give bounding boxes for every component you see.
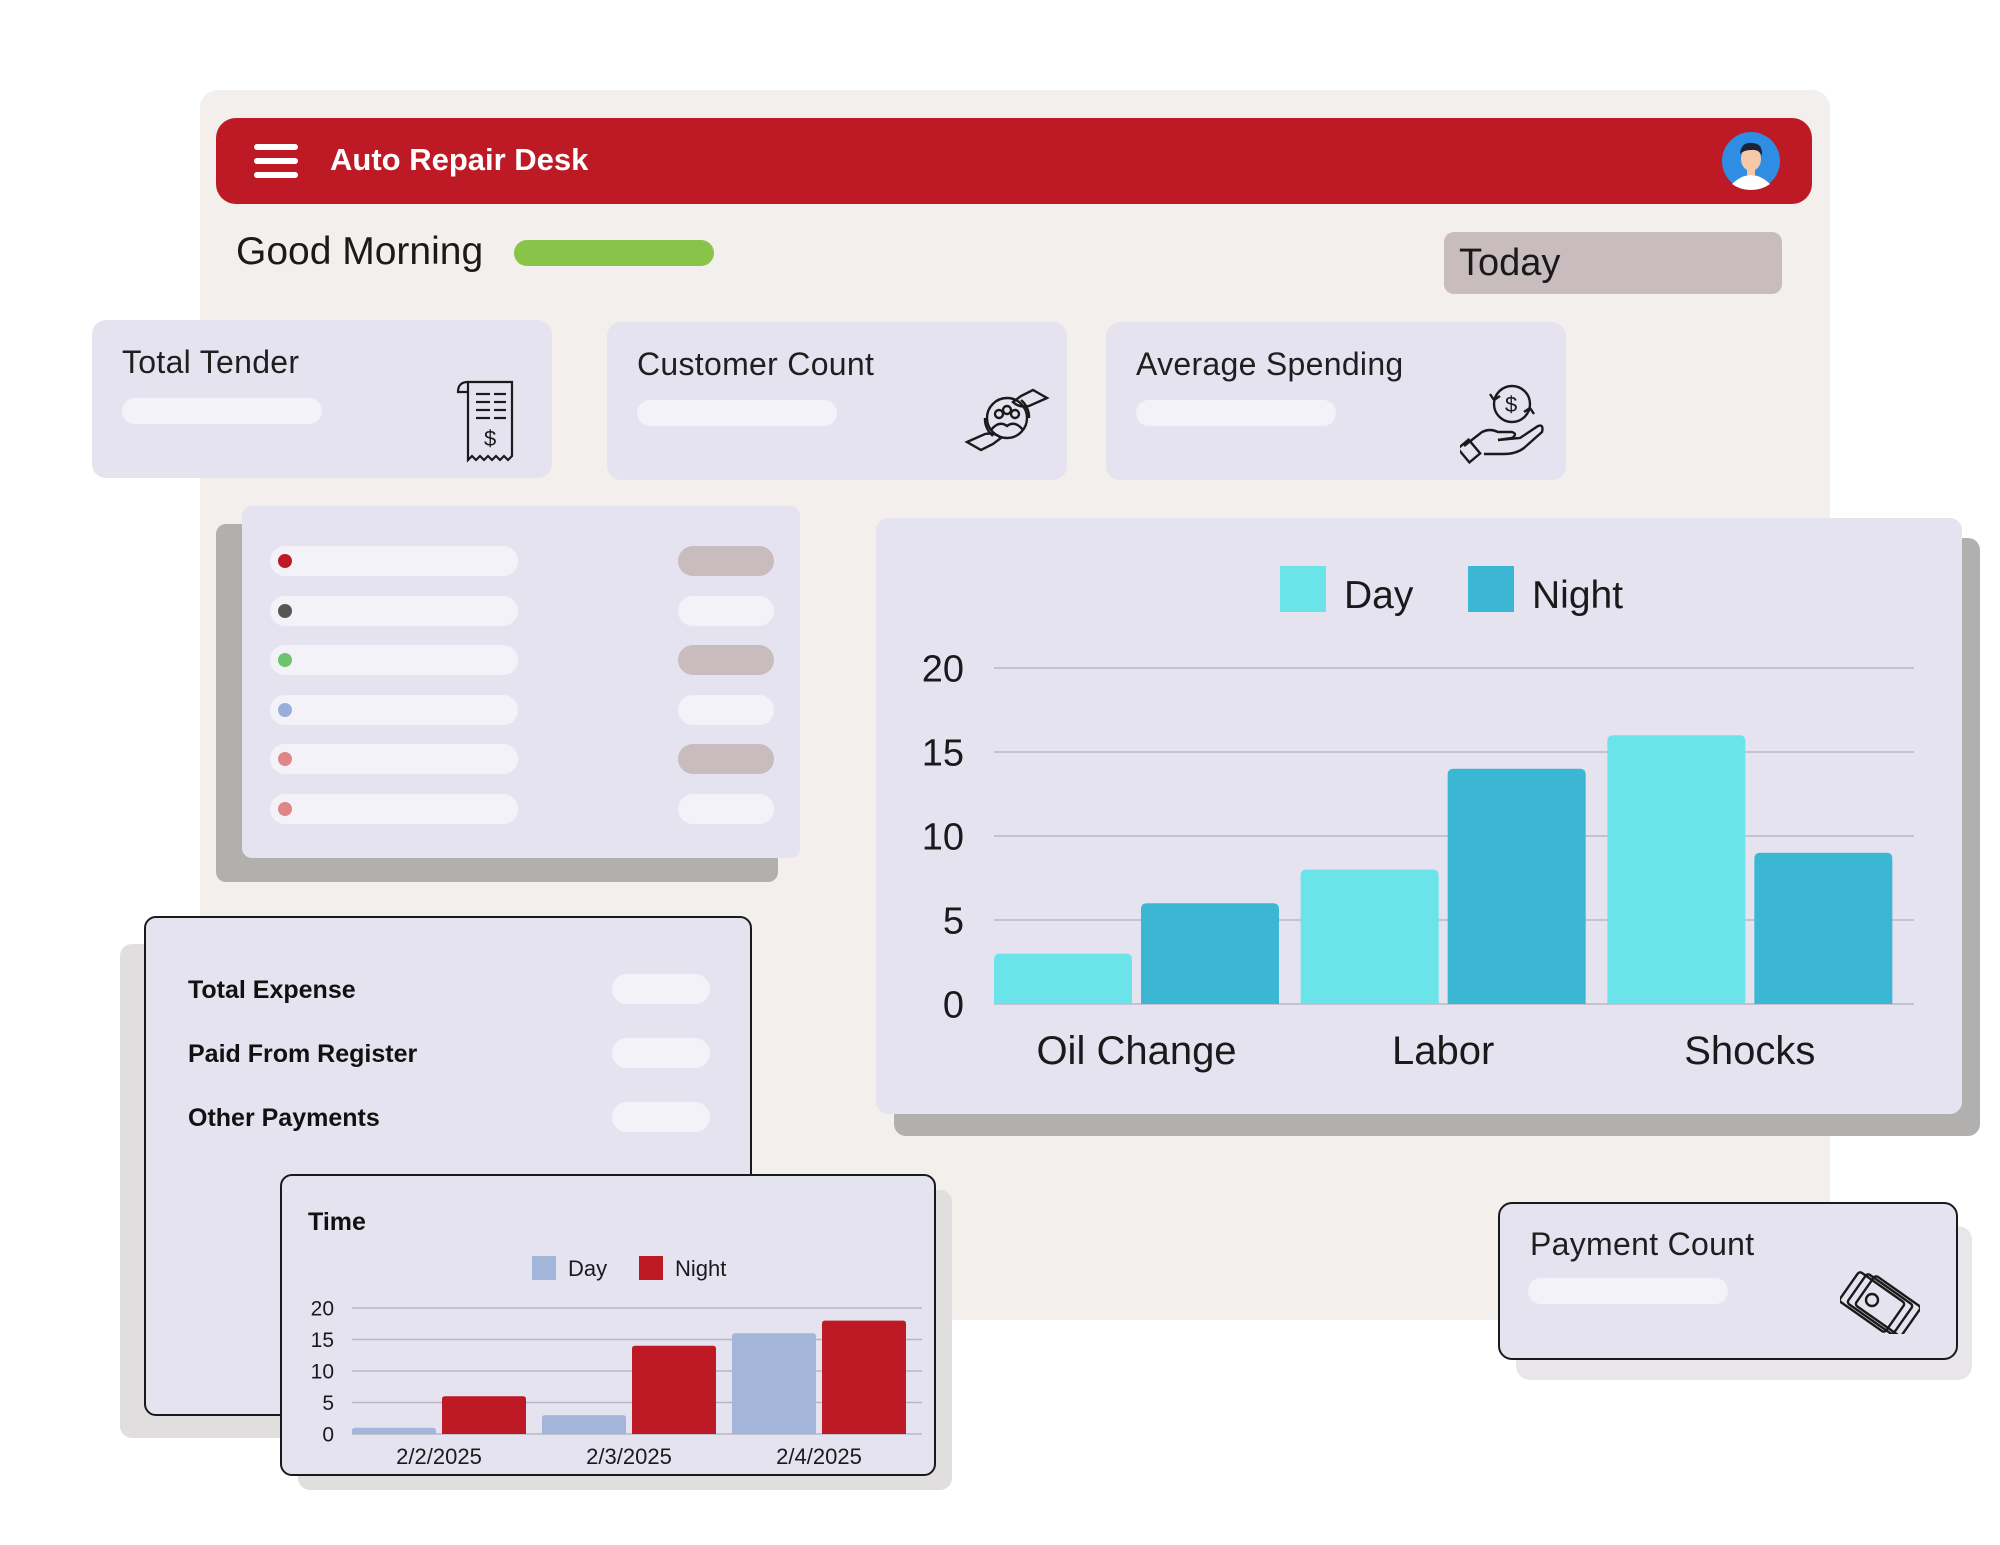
user-avatar-icon[interactable] — [1722, 132, 1780, 190]
list-item-label-placeholder — [270, 645, 518, 675]
legend-label: Day — [568, 1256, 607, 1281]
period-select[interactable]: Today — [1444, 232, 1782, 294]
list-item-label-placeholder — [270, 546, 518, 576]
list-item — [242, 645, 800, 675]
hamburger-menu-icon[interactable] — [254, 142, 298, 180]
list-item — [242, 694, 800, 725]
metric-value-placeholder — [637, 400, 837, 426]
expense-row-value-placeholder — [612, 1102, 710, 1132]
list-item-value-placeholder — [678, 694, 774, 725]
legend-label: Day — [1344, 574, 1414, 617]
x-category-label: Shocks — [1684, 1029, 1815, 1073]
bar-night — [632, 1345, 716, 1434]
y-tick-label: 5 — [943, 900, 964, 942]
list-item-label-placeholder — [270, 744, 518, 774]
y-tick-label: 15 — [311, 1329, 334, 1352]
greeting-text: Good Morning — [236, 230, 484, 273]
metric-title: Customer Count — [637, 346, 875, 382]
bar-day — [732, 1333, 816, 1434]
app-header: Auto Repair Desk — [216, 118, 1812, 204]
metric-title: Payment Count — [1530, 1226, 1755, 1262]
x-category-label: 2/4/2025 — [776, 1444, 862, 1469]
legend-swatch — [639, 1256, 663, 1280]
bar-day — [994, 953, 1132, 1004]
time-chart-card: Time 0 5 10 15 20 2/2/2025 2/3/2025 2/4/2025 Day N… — [280, 1174, 936, 1476]
y-tick-label: 15 — [922, 732, 964, 774]
y-tick-label: 0 — [322, 1423, 334, 1446]
x-category-label: Labor — [1392, 1029, 1494, 1073]
y-tick-label: 10 — [311, 1360, 334, 1383]
list-item-value-placeholder — [678, 595, 774, 626]
y-tick-label: 10 — [922, 816, 964, 858]
metric-card-average-spending[interactable]: Average Spending $ — [1106, 322, 1566, 480]
bar-day — [542, 1415, 626, 1434]
app-title: Auto Repair Desk — [330, 142, 589, 177]
list-item-value-placeholder — [678, 546, 774, 576]
greeting-highlight-bar — [514, 240, 714, 266]
y-tick-label: 20 — [311, 1297, 334, 1320]
metric-card-customer-count[interactable]: Customer Count — [607, 322, 1067, 480]
bar-night — [442, 1396, 526, 1434]
expense-row-label: Paid From Register — [188, 1040, 418, 1068]
legend-swatch — [1468, 566, 1514, 612]
list-item-label-placeholder — [270, 793, 518, 824]
list-item-dot — [278, 554, 292, 568]
money-hand-icon: $ — [1456, 374, 1546, 465]
legend-label: Night — [1532, 574, 1623, 617]
metric-card-total-tender[interactable]: Total Tender $ — [92, 320, 552, 478]
svg-text:$: $ — [484, 426, 496, 451]
legend-swatch — [1280, 566, 1326, 612]
svg-text:$: $ — [1505, 392, 1517, 417]
legend-label: Night — [675, 1256, 726, 1281]
expense-row-value-placeholder — [612, 1038, 710, 1068]
list-item-dot — [278, 603, 292, 618]
x-category-label: 2/3/2025 — [586, 1444, 672, 1469]
x-category-label: 2/2/2025 — [396, 1444, 482, 1469]
list-item — [242, 595, 800, 626]
list-item-value-placeholder — [678, 744, 774, 774]
list-item-dot — [278, 752, 292, 766]
metric-title: Total Tender — [122, 344, 300, 380]
period-select-value: Today — [1459, 242, 1561, 284]
expense-row-label: Other Payments — [188, 1104, 380, 1132]
main-bar-chart: 0 5 10 15 20 Oil Change Labor Shocks Day Night — [922, 566, 1914, 1073]
payment-count-card[interactable]: Payment Count — [1498, 1202, 1958, 1360]
bar-day — [1300, 869, 1439, 1004]
cash-stack-icon — [1838, 1256, 1922, 1337]
list-card — [242, 506, 800, 858]
bar-night — [822, 1320, 906, 1434]
expense-row-value-placeholder — [612, 974, 710, 1004]
bar-night — [1447, 768, 1586, 1004]
receipt-icon: $ — [454, 376, 526, 466]
list-item-label-placeholder — [270, 595, 518, 626]
legend-swatch — [532, 1256, 556, 1280]
customers-hands-icon — [963, 378, 1051, 462]
main-chart-card: 0 5 10 15 20 Oil Change Labor Shocks Day Night — [876, 518, 1962, 1114]
list-item-dot — [278, 702, 292, 717]
bar-night — [1754, 852, 1893, 1004]
list-item — [242, 744, 800, 774]
x-category-label: Oil Change — [1036, 1029, 1236, 1073]
list-item-value-placeholder — [678, 645, 774, 675]
bar-day — [352, 1427, 436, 1434]
bar-day — [1607, 735, 1746, 1004]
list-item-dot — [278, 801, 292, 816]
y-tick-label: 0 — [943, 984, 964, 1026]
metric-value-placeholder — [1136, 400, 1336, 426]
chart-title: Time — [308, 1208, 366, 1236]
metric-title: Average Spending — [1136, 346, 1404, 382]
metric-value-placeholder — [122, 398, 322, 424]
y-tick-label: 20 — [922, 648, 964, 690]
list-item-value-placeholder — [678, 793, 774, 824]
expense-row-label: Total Expense — [188, 976, 356, 1004]
list-item — [242, 546, 800, 576]
y-tick-label: 5 — [322, 1392, 334, 1415]
list-item-label-placeholder — [270, 694, 518, 725]
metric-value-placeholder — [1528, 1278, 1728, 1304]
list-item-dot — [278, 653, 292, 667]
list-item — [242, 793, 800, 824]
time-bar-chart: Time 0 5 10 15 20 2/2/2025 2/3/2025 2/4/2025 Day N… — [308, 1208, 922, 1469]
bar-night — [1141, 903, 1279, 1004]
